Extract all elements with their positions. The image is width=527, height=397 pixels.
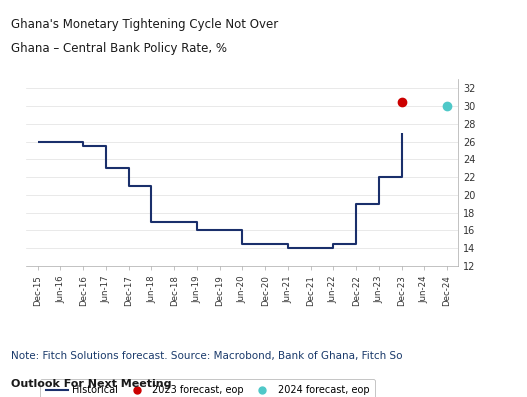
Text: Note: Fitch Solutions forecast. Source: Macrobond, Bank of Ghana, Fitch So: Note: Fitch Solutions forecast. Source: … (11, 351, 402, 361)
Legend: Historical, 2023 forecast, eop, 2024 forecast, eop: Historical, 2023 forecast, eop, 2024 for… (40, 380, 375, 397)
Text: Ghana's Monetary Tightening Cycle Not Over: Ghana's Monetary Tightening Cycle Not Ov… (11, 18, 278, 31)
Text: Outlook For Next Meeting: Outlook For Next Meeting (11, 379, 171, 389)
Text: Ghana – Central Bank Policy Rate, %: Ghana – Central Bank Policy Rate, % (11, 42, 227, 55)
